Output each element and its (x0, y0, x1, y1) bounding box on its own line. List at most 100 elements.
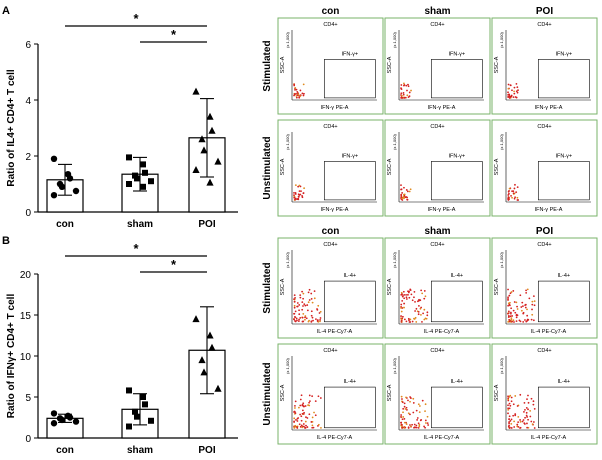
flow-event (302, 297, 305, 300)
y-tick-label: 4 (25, 96, 31, 107)
flow-y-axis-label: SSC-A (387, 56, 393, 73)
flow-event (532, 400, 535, 403)
flow-event (407, 412, 410, 415)
flow-event (401, 300, 404, 302)
flow-event (516, 199, 519, 201)
flow-event (424, 410, 426, 413)
data-point (140, 161, 146, 168)
flow-event (406, 190, 409, 193)
flow-event (294, 310, 297, 313)
flow-event (508, 418, 511, 421)
flow-event (507, 297, 509, 300)
data-point (132, 408, 138, 415)
flow-plot-frame (491, 119, 598, 217)
flow-event (293, 300, 296, 303)
flow-event (294, 88, 296, 91)
flow-event (307, 404, 309, 406)
flow-plot-frame (491, 343, 598, 445)
flow-event (418, 411, 421, 413)
flow-event (306, 426, 309, 428)
flow-event (531, 300, 534, 303)
flow-event (510, 427, 513, 429)
flow-event (522, 305, 524, 308)
flow-x-axis-label: IFN-γ PE-A (321, 105, 349, 111)
flow-event (403, 318, 406, 321)
flow-event (297, 320, 300, 322)
flow-event (527, 418, 529, 421)
flow-event (405, 293, 407, 296)
flow-event (404, 196, 407, 199)
flow-event (507, 407, 510, 410)
flow-event (416, 419, 418, 421)
flow-event (509, 84, 512, 87)
flow-event (301, 301, 304, 303)
flow-event (402, 407, 405, 410)
flow-event (508, 187, 511, 190)
flow-event (302, 423, 305, 425)
flow-event (507, 194, 510, 196)
flow-event (406, 94, 409, 97)
data-point (206, 178, 214, 186)
flow-event (403, 197, 405, 200)
flow-event (295, 88, 298, 91)
y-tick-label: 0 (25, 434, 31, 445)
flow-event (299, 404, 302, 407)
flow-event (529, 409, 532, 412)
flow-event (400, 92, 403, 95)
flow-event (409, 424, 411, 426)
flow-event (400, 188, 403, 191)
flow-event (403, 405, 406, 408)
flow-event (532, 421, 535, 423)
flow-event (401, 197, 403, 200)
flow-event (304, 405, 307, 407)
flow-event (401, 295, 404, 297)
flow-event (530, 420, 533, 423)
flow-event (507, 304, 510, 307)
flow-event (308, 299, 311, 301)
flow-event (410, 293, 413, 296)
flow-event (526, 319, 529, 322)
flow-event (515, 301, 518, 304)
flow-event (303, 92, 305, 95)
flow-event (515, 313, 518, 316)
flow-event (507, 320, 510, 323)
flow-x-axis-label: IFN-γ PE-A (535, 105, 563, 111)
flow-event (298, 194, 301, 196)
flow-event (533, 407, 536, 410)
flow-event (424, 426, 427, 429)
flow-gate (323, 386, 376, 429)
flow-event (294, 198, 296, 201)
flow-event (293, 83, 296, 86)
flow-event (407, 83, 409, 86)
flow-event (293, 194, 295, 197)
flow-x-axis-label: IL-4 PE-Cy7-A (531, 435, 567, 441)
flow-event (513, 90, 515, 93)
flow-event (401, 199, 404, 201)
flow-event (407, 426, 410, 429)
flow-event (400, 293, 403, 296)
flow-gate (430, 59, 483, 99)
flow-event (507, 87, 510, 90)
flow-y-axis-label: SSC-A (387, 384, 393, 401)
flow-event (515, 320, 518, 323)
flow-event (314, 414, 317, 417)
flow-event (401, 97, 404, 99)
flow-event (408, 296, 411, 299)
flow-event (530, 397, 533, 400)
flow-event (298, 304, 301, 306)
flow-event (510, 194, 512, 197)
flow-event (509, 292, 512, 295)
flow-x-axis-label: IL-4 PE-Cy7-A (424, 329, 460, 335)
flow-row-label: Unstimulated (262, 362, 273, 425)
flow-event (425, 422, 427, 424)
flow-y-axis-label: SSC-A (280, 158, 286, 175)
flow-y-axis-label: SSC-A (280, 56, 286, 73)
flow-event (317, 395, 320, 398)
flow-event (513, 187, 516, 190)
flow-event (530, 318, 533, 321)
flow-event (508, 320, 511, 323)
flow-event (509, 312, 512, 315)
flow-event (403, 297, 406, 300)
flow-event (295, 419, 297, 421)
data-point (208, 343, 216, 351)
